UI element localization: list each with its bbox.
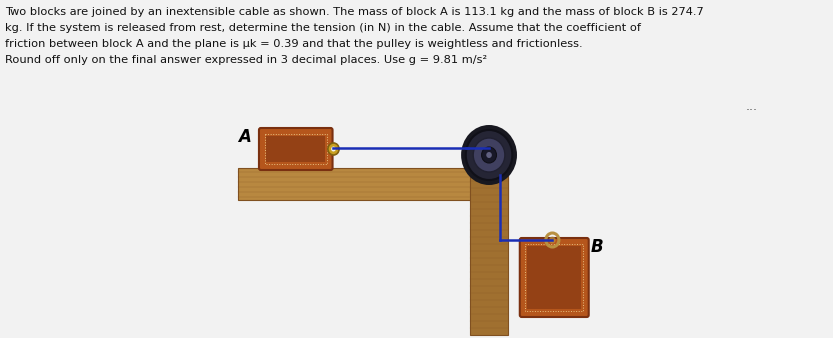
Circle shape bbox=[461, 125, 517, 185]
FancyBboxPatch shape bbox=[259, 128, 332, 170]
Bar bbox=[471, 168, 507, 335]
Circle shape bbox=[473, 138, 505, 172]
FancyBboxPatch shape bbox=[520, 238, 589, 317]
Bar bbox=[237, 168, 507, 200]
Circle shape bbox=[466, 130, 512, 180]
Text: Round off only on the final answer expressed in 3 decimal places. Use g = 9.81 m: Round off only on the final answer expre… bbox=[5, 55, 486, 65]
Circle shape bbox=[481, 147, 496, 163]
Text: ...: ... bbox=[746, 100, 757, 113]
Bar bbox=[527, 246, 581, 309]
Text: friction between block A and the plane is μk = 0.39 and that the pulley is weigh: friction between block A and the plane i… bbox=[5, 39, 582, 49]
Circle shape bbox=[486, 152, 491, 158]
Text: B: B bbox=[591, 238, 603, 256]
Text: kg. If the system is released from rest, determine the tension (in N) in the cab: kg. If the system is released from rest,… bbox=[5, 23, 641, 33]
Circle shape bbox=[332, 146, 336, 151]
Text: A: A bbox=[238, 128, 252, 146]
Bar bbox=[267, 136, 325, 162]
Circle shape bbox=[549, 237, 556, 243]
Circle shape bbox=[328, 143, 339, 155]
Text: Two blocks are joined by an inextensible cable as shown. The mass of block A is : Two blocks are joined by an inextensible… bbox=[5, 7, 703, 17]
